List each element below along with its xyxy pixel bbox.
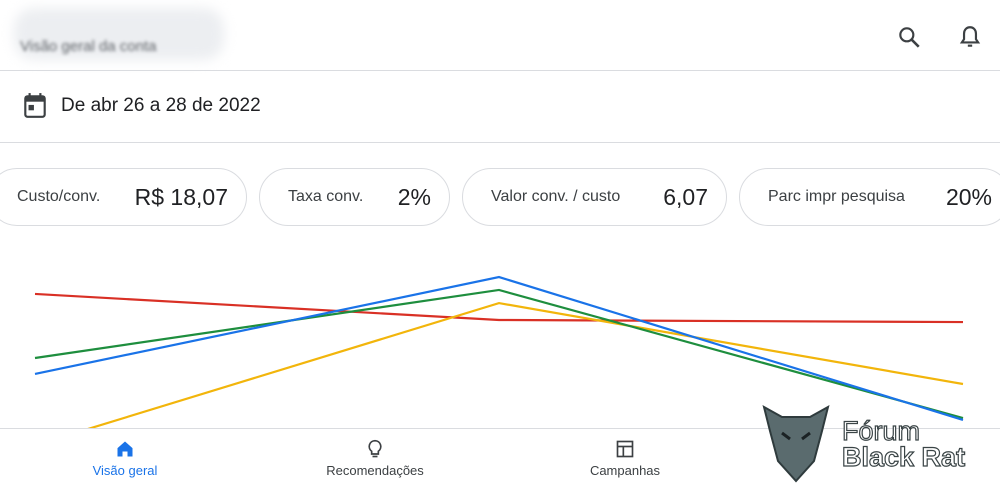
blurred-account bbox=[14, 8, 224, 60]
watermark-line: Fórum bbox=[841, 416, 921, 446]
search-icon[interactable] bbox=[896, 24, 922, 50]
campaign-icon bbox=[616, 440, 634, 458]
metric-label: Parc impr pesquisa bbox=[768, 188, 905, 205]
metric-chip[interactable]: Custo/conv. R$ 18,07 bbox=[0, 168, 247, 226]
bottom-nav: Visão geral Recomendações Campanhas bbox=[0, 428, 1000, 488]
metric-chip[interactable]: Valor conv. / custo 6,07 bbox=[462, 168, 727, 226]
metric-value: 2% bbox=[397, 183, 431, 210]
series-line bbox=[34, 288, 964, 420]
watermark-logo bbox=[762, 405, 830, 483]
series-line bbox=[34, 292, 964, 324]
nav-label: Visão geral bbox=[92, 463, 158, 478]
nav-item[interactable]: Visão geral bbox=[25, 439, 225, 478]
bulb-icon bbox=[368, 439, 382, 458]
calendar-icon[interactable] bbox=[22, 92, 48, 120]
metric-value: 20% bbox=[945, 183, 992, 210]
divider bbox=[0, 142, 1000, 143]
divider bbox=[0, 70, 1000, 71]
metric-value: R$ 18,07 bbox=[134, 183, 228, 210]
header-subtitle: Visão geral da conta bbox=[20, 38, 157, 55]
date-range[interactable]: De abr 26 a 28 de 2022 bbox=[61, 95, 261, 116]
nav-item[interactable]: Recomendações bbox=[275, 439, 475, 478]
series-line bbox=[87, 301, 964, 428]
metric-chip[interactable]: Taxa conv. 2% bbox=[259, 168, 450, 226]
nav-label: Campanhas bbox=[589, 463, 661, 478]
series-line bbox=[34, 275, 964, 421]
nav-label: Recomendações bbox=[326, 463, 424, 478]
watermark-text: Fórum Black Rat bbox=[841, 416, 966, 472]
metric-label: Valor conv. / custo bbox=[491, 188, 621, 205]
nav-item[interactable]: Campanhas bbox=[525, 439, 725, 478]
metric-label: Taxa conv. bbox=[288, 188, 364, 205]
home-icon bbox=[117, 441, 133, 457]
metric-value: 6,07 bbox=[663, 183, 708, 210]
watermark-line: Black Rat bbox=[841, 442, 966, 472]
notification-icon[interactable] bbox=[957, 24, 983, 50]
metric-chip[interactable]: Parc impr pesquisa 20% bbox=[739, 168, 1000, 226]
metric-label: Custo/conv. bbox=[17, 188, 101, 205]
